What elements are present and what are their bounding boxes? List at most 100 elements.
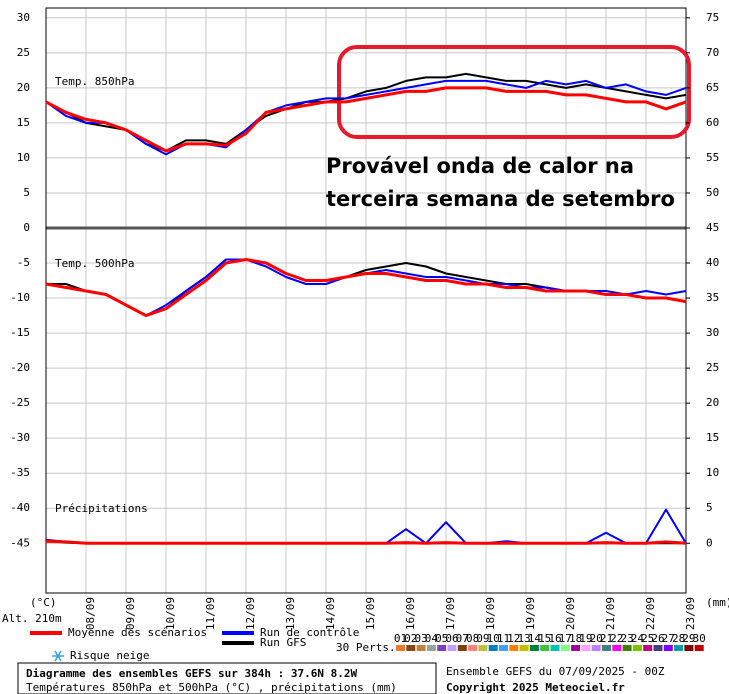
y-axis-label: (°C) (30, 596, 57, 609)
pert-label: 16 (548, 632, 561, 645)
pert-label: 18 (569, 632, 582, 645)
series-line (45, 258, 687, 318)
pert-label: 11 (497, 632, 510, 645)
pert-label: 29 (682, 632, 695, 645)
series-line (45, 79, 687, 156)
footer-title: Diagramme des ensembles GEFS sur 384h : … (26, 667, 358, 680)
y-tick-label: -35 (10, 466, 30, 479)
panel-label: Précipitations (55, 502, 148, 515)
x-tick-label: 19/09 (524, 597, 537, 630)
pert-swatch (674, 645, 684, 651)
y2-tick-label: 0 (706, 536, 713, 549)
pert-swatch (571, 645, 581, 651)
pert-swatch (488, 645, 498, 651)
pert-label: 19 (579, 632, 592, 645)
series-line (45, 86, 687, 153)
x-tick-label: 12/09 (244, 597, 257, 630)
pert-swatch (509, 645, 519, 651)
pert-swatch (396, 645, 405, 651)
pert-label: 03 (414, 632, 427, 645)
y2-tick-label: 10 (706, 466, 719, 479)
x-tick-label: 13/09 (284, 597, 297, 630)
footer-box (17, 662, 437, 694)
pert-label: 02 (404, 632, 417, 645)
pert-label: 20 (590, 632, 603, 645)
x-tick-label: 10/09 (164, 597, 177, 630)
perts-label: 30 Perts. (336, 641, 396, 654)
pert-swatch (519, 645, 529, 651)
pert-label: 15 (538, 632, 551, 645)
pert-label: 05 (435, 632, 448, 645)
x-tick-label: 21/09 (604, 597, 617, 630)
pert-label: 21 (600, 632, 613, 645)
pert-label: 28 (672, 632, 685, 645)
pert-label: 25 (641, 632, 654, 645)
y2-tick-label: 45 (706, 221, 719, 234)
pert-label: 07 (456, 632, 469, 645)
x-tick-label: 17/09 (444, 597, 457, 630)
pert-label: 17 (559, 632, 572, 645)
panel-label: Temp. 500hPa (55, 257, 134, 270)
highlight-box (337, 45, 691, 139)
y2-tick-label: 50 (706, 186, 719, 199)
series-line (45, 539, 687, 545)
y2-tick-label: 15 (706, 431, 719, 444)
footer-copyright: Copyright 2025 Meteociel.fr (446, 681, 625, 694)
pert-swatch (426, 645, 436, 651)
pert-swatch (591, 645, 601, 651)
y-tick-label: 10 (17, 151, 30, 164)
pert-label: 23 (620, 632, 633, 645)
pert-label: 01 (394, 632, 407, 645)
pert-label: 10 (487, 632, 500, 645)
pert-label: 04 (425, 632, 439, 645)
x-tick-label: 11/09 (204, 597, 217, 630)
y-tick-label: 0 (23, 221, 30, 234)
y2-tick-label: 40 (706, 256, 719, 269)
x-tick-label: 14/09 (324, 597, 337, 630)
y2-tick-label: 60 (706, 116, 719, 129)
y2-axis-label: (mm) (706, 596, 729, 609)
pert-swatch (632, 645, 642, 651)
x-tick-label: 09/09 (124, 597, 137, 630)
pert-label: 22 (610, 632, 623, 645)
x-tick-label: 20/09 (564, 597, 577, 630)
altitude: Alt. 210m (2, 612, 62, 625)
y-tick-label: 15 (17, 116, 30, 129)
y-tick-label: -15 (10, 326, 30, 339)
y2-tick-label: 70 (706, 46, 719, 59)
y2-tick-label: 35 (706, 291, 719, 304)
pert-label: 09 (476, 632, 489, 645)
pert-swatch (478, 645, 488, 651)
pert-swatch (550, 645, 560, 651)
y-tick-label: 20 (17, 81, 30, 94)
y-tick-label: -45 (10, 536, 30, 549)
y-tick-label: 5 (23, 186, 30, 199)
y-tick-label: 30 (17, 11, 30, 24)
pert-label: 12 (507, 632, 520, 645)
pert-swatch (499, 645, 508, 651)
pert-swatch (663, 645, 673, 651)
pert-swatch (694, 645, 704, 651)
y2-tick-label: 20 (706, 396, 719, 409)
legend-label: Run GFS (260, 636, 306, 649)
annotation: terceira semana de setembro (326, 187, 675, 211)
pert-label: 24 (631, 632, 645, 645)
footer-run: Ensemble GEFS du 07/09/2025 - 00Z (446, 665, 665, 678)
y-tick-label: -25 (10, 396, 30, 409)
x-tick-label: 18/09 (484, 597, 497, 630)
pert-label: 26 (651, 632, 664, 645)
pert-swatch (612, 645, 622, 651)
x-tick-label: 22/09 (644, 597, 657, 630)
y-tick-label: -10 (10, 291, 30, 304)
x-tick-label: 15/09 (364, 597, 377, 630)
pert-label: 06 (445, 632, 458, 645)
x-tick-label: 16/09 (404, 597, 417, 630)
pert-swatch (622, 645, 632, 651)
annotation: Provável onda de calor na (326, 154, 634, 178)
y2-tick-label: 65 (706, 81, 719, 94)
pert-label: 30 (693, 632, 706, 645)
y-tick-label: -30 (10, 431, 30, 444)
y2-tick-label: 75 (706, 11, 719, 24)
